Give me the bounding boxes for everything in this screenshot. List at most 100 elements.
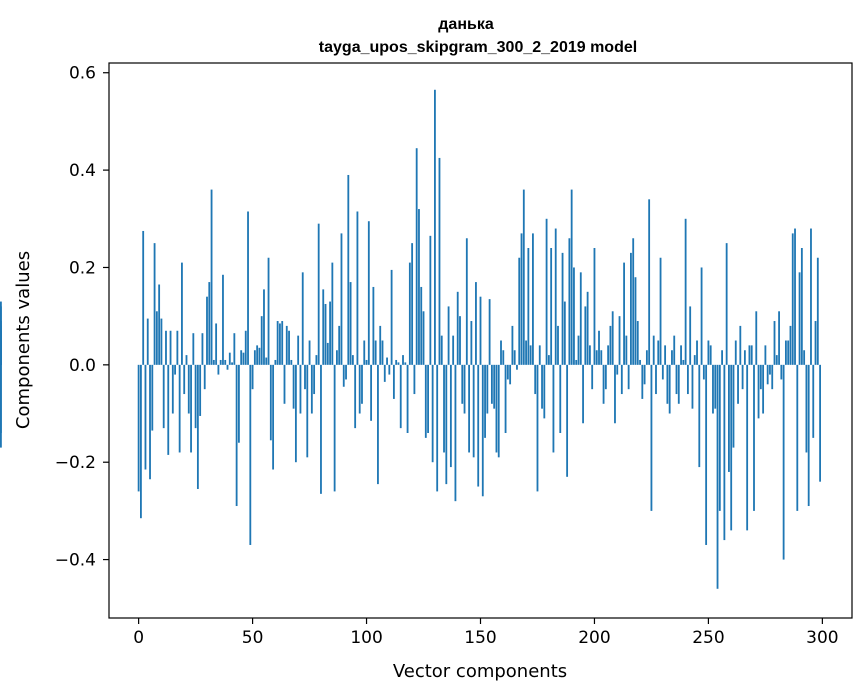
bar	[787, 340, 790, 365]
y-tick-label: −0.4	[55, 551, 96, 571]
bar	[557, 325, 559, 365]
bar	[807, 364, 810, 507]
bar	[392, 364, 395, 399]
bar	[639, 359, 641, 365]
bar	[766, 364, 769, 385]
bar	[680, 345, 682, 365]
bar	[739, 325, 742, 365]
bar	[351, 355, 354, 365]
bar	[538, 345, 541, 365]
bar	[470, 321, 473, 365]
bar	[233, 333, 236, 365]
bar	[698, 364, 701, 468]
y-tick-label: −0.2	[55, 453, 96, 473]
bar	[725, 243, 728, 365]
bar	[279, 323, 281, 365]
bar	[208, 282, 211, 365]
bar	[479, 296, 482, 365]
bar	[741, 364, 744, 390]
bar	[791, 233, 794, 365]
bar	[146, 318, 149, 365]
bar	[290, 359, 293, 365]
bar	[819, 364, 821, 482]
bar	[231, 362, 233, 365]
bar	[349, 282, 352, 365]
bar	[408, 262, 411, 365]
bar	[730, 364, 733, 531]
bar	[308, 340, 311, 365]
bar	[438, 157, 441, 365]
bar	[413, 364, 416, 395]
bar	[402, 355, 404, 365]
bar	[668, 364, 671, 414]
bar	[452, 335, 455, 365]
bar	[436, 364, 439, 492]
bar	[0, 301, 2, 365]
bar	[650, 364, 653, 511]
bar	[627, 364, 630, 390]
bar	[404, 362, 407, 365]
bar	[449, 364, 452, 468]
bar	[434, 89, 436, 365]
bar	[475, 282, 477, 365]
bar	[750, 345, 753, 365]
bar	[0, 364, 2, 448]
bar	[263, 289, 265, 365]
bar	[219, 359, 222, 365]
bar	[616, 364, 619, 375]
bar	[459, 316, 461, 365]
bar	[693, 355, 696, 365]
bar	[702, 364, 705, 380]
bar	[347, 174, 350, 365]
bar	[657, 340, 660, 365]
bar	[593, 248, 596, 365]
bar	[691, 364, 694, 409]
bar	[566, 364, 569, 477]
bar	[269, 364, 272, 441]
bar	[764, 345, 767, 365]
bar	[773, 321, 776, 365]
bar	[342, 364, 345, 387]
bar	[299, 364, 302, 414]
bar	[595, 350, 598, 365]
bar	[554, 228, 557, 365]
bar	[796, 364, 799, 511]
bar	[301, 272, 304, 365]
bar	[490, 364, 493, 404]
bar	[158, 284, 161, 365]
x-axis-ticks: 0 50 100 150 200 250 300	[133, 618, 839, 648]
bar	[203, 364, 206, 390]
chart-subtitle: tayga_upos_skipgram_300_2_2019 model	[319, 39, 637, 56]
bar	[614, 364, 616, 424]
bar	[604, 364, 607, 390]
bar	[331, 262, 334, 365]
bar	[643, 364, 646, 385]
bar	[285, 325, 288, 365]
bar	[171, 364, 174, 414]
bar	[294, 364, 297, 463]
x-tick-label: 100	[350, 628, 382, 648]
bar	[395, 359, 398, 365]
y-tick-label: 0.6	[69, 64, 96, 84]
bar	[142, 230, 145, 365]
bar	[686, 364, 689, 395]
bar	[454, 364, 457, 502]
bar	[723, 364, 726, 541]
bar	[559, 364, 562, 433]
bar	[217, 364, 220, 375]
bar	[390, 269, 393, 365]
bar	[516, 364, 518, 370]
bar	[511, 325, 514, 365]
bar	[684, 218, 687, 365]
bar	[162, 364, 165, 429]
bar	[306, 364, 309, 458]
bar	[673, 335, 676, 365]
bar	[313, 364, 316, 395]
bar	[336, 350, 338, 365]
bar	[151, 364, 154, 431]
bar	[356, 211, 359, 365]
bar	[575, 359, 578, 365]
bar	[240, 350, 243, 365]
y-tick-label: 0.2	[69, 258, 96, 278]
bar	[196, 364, 199, 489]
